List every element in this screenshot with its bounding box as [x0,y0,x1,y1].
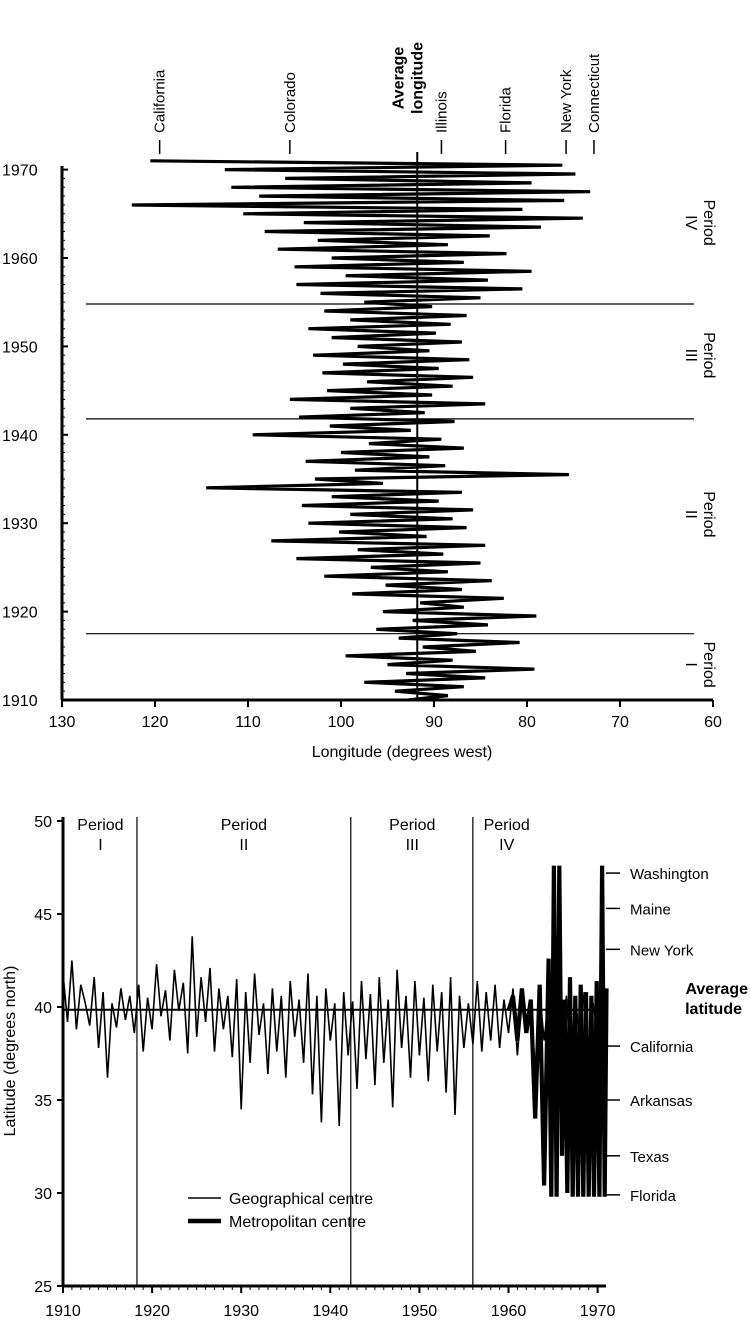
period-numeral: IV [682,215,699,230]
x-tick-label: 90 [425,714,443,731]
x-tick-label: 130 [49,714,76,731]
state-label-florida: Florida [630,1188,677,1205]
legend-label-metropolitan: Metropolitan centre [229,1214,366,1231]
longitude-chart: Average longitude 1910 1920 1930 1940 1950 1960… [2,42,722,761]
state-label-new-york: New York [630,942,694,959]
y-tick-label: 1950 [2,339,38,356]
period-label: Period [700,332,717,378]
state-label-new-york: New York [558,69,575,133]
period-label: Period [484,817,530,834]
state-label-california: California [152,69,169,133]
x-tick-label: 100 [328,714,355,731]
y-tick-label: 1960 [2,251,38,268]
y-tick-label: 1920 [2,605,38,622]
state-label-washington: Washington [630,866,709,883]
y-tick-label: 25 [34,1279,52,1296]
y-tick-label: 1910 [2,693,38,710]
state-label-connecticut: Connecticut [586,53,603,133]
average-longitude-label-line2: longitude [409,42,426,114]
x-tick-label: 1970 [580,1303,616,1320]
average-latitude-label-line1: Average [685,981,748,998]
x-tick-label: 110 [235,714,261,731]
period-numeral: I [98,837,102,854]
y-tick-label: 45 [34,907,52,924]
y-tick-label: 1970 [2,163,38,180]
state-label-california: California [630,1039,694,1056]
state-label-arkansas: Arkansas [630,1093,693,1110]
state-label-colorado: Colorado [282,72,299,133]
y-tick-label: 40 [34,1000,52,1017]
period-numeral: II [682,510,699,519]
x-tick-label: 1920 [134,1303,170,1320]
state-label-texas: Texas [630,1149,669,1166]
period-label: Period [221,817,267,834]
y-axis-title: Latitude (degrees north) [2,966,19,1137]
period-numeral: IV [499,837,514,854]
state-label-maine: Maine [630,901,671,918]
period-numeral: II [239,837,248,854]
average-longitude-label: Average longitude [390,42,426,114]
legend-label-geographical: Geographical centre [229,1191,373,1208]
x-tick-label: 1960 [491,1303,527,1320]
latitude-chart: Average latitude Period I Period II Period III P… [2,814,748,1320]
period-label: Period [389,817,435,834]
metropolitan-centre-line [506,865,609,1197]
x-tick-label: 70 [611,714,629,731]
period-numeral: III [406,837,419,854]
state-label-florida: Florida [498,86,515,133]
x-tick-label: 1950 [402,1303,438,1320]
y-tick-label: 35 [34,1093,52,1110]
period-label: Period [77,817,123,834]
period-numeral: I [682,662,699,666]
x-tick-label: 1940 [313,1303,349,1320]
y-tick-label: 1930 [2,516,38,533]
y-tick-label: 1940 [2,428,38,445]
period-label: Period [700,200,717,246]
y-tick-label: 30 [34,1186,52,1203]
x-tick-label: 1910 [45,1303,81,1320]
x-tick-label: 60 [704,714,722,731]
x-tick-label: 120 [142,714,169,731]
y-tick-label: 50 [34,814,52,831]
longitude-series-line [131,159,591,702]
state-label-illinois: Illinois [433,91,450,133]
x-tick-label: 1930 [223,1303,259,1320]
x-tick-label: 80 [518,714,536,731]
x-axis-title: Longitude (degrees west) [312,744,493,761]
period-numeral: III [682,349,699,362]
average-longitude-label-line1: Average [390,47,407,110]
average-latitude-label-line2: latitude [685,1001,742,1018]
period-label: Period [700,642,717,688]
period-label: Period [700,491,717,537]
